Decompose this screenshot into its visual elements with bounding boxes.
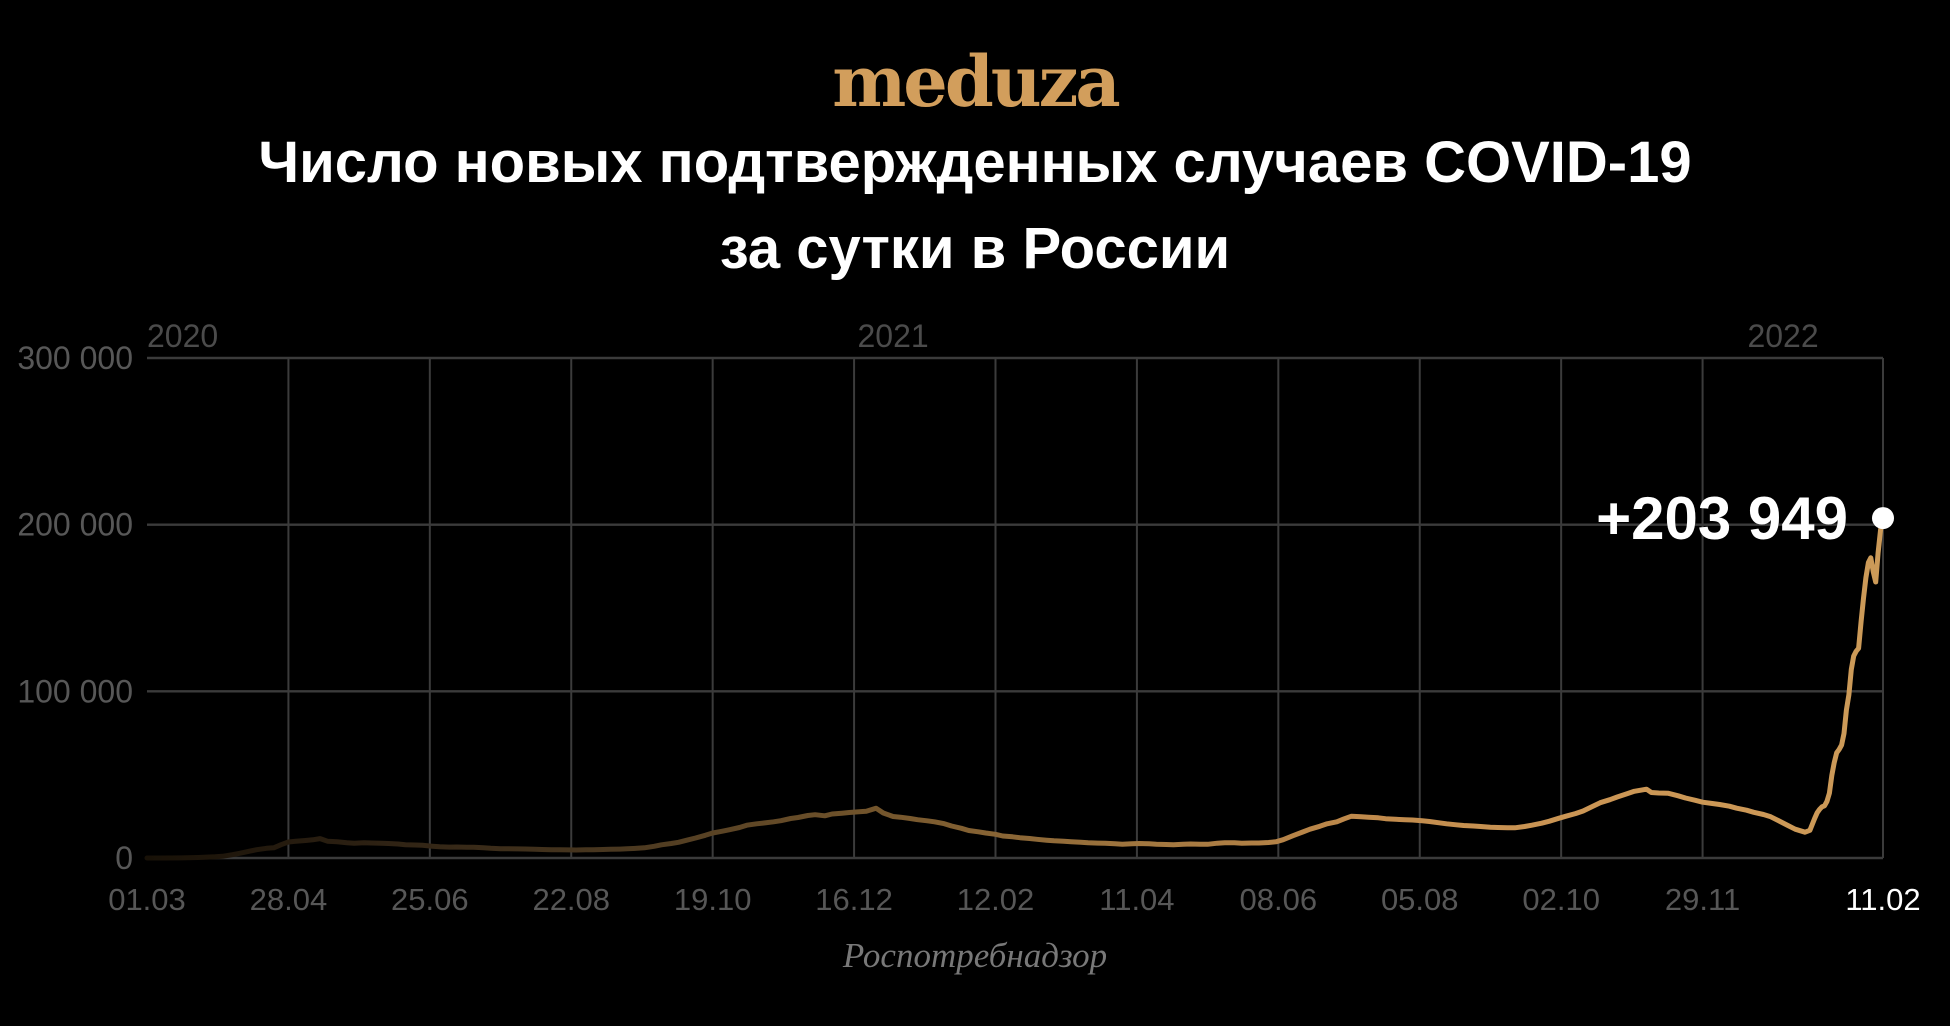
cases-line: [144, 515, 1886, 861]
x-tick-label: 29.11: [1665, 882, 1740, 917]
x-tick-label: 05.08: [1381, 882, 1459, 917]
year-label: 2021: [857, 318, 928, 354]
x-tick-label: 22.08: [532, 882, 610, 917]
year-label: 2020: [147, 318, 218, 354]
latest-value-annotation: +203 949: [1596, 485, 1848, 552]
x-tick-label: 11.04: [1099, 882, 1174, 917]
y-tick-label: 0: [115, 840, 133, 876]
y-tick-label: 300 000: [17, 340, 133, 376]
year-labels: 2020 2021 2022: [147, 318, 1819, 354]
meduza-logo: meduza: [832, 40, 1121, 123]
source-caption: Роспотребнадзор: [842, 936, 1108, 975]
x-tick-label: 01.03: [108, 882, 186, 917]
chart-title: Число новых подтвержденных случаев COVID…: [0, 120, 1950, 292]
vertical-gridlines: [287, 358, 1884, 858]
latest-point-dot: [1872, 507, 1894, 530]
y-tick-label: 200 000: [17, 507, 133, 543]
x-tick-label: 02.10: [1522, 882, 1600, 917]
x-tick-label: 28.04: [250, 882, 328, 917]
year-label: 2022: [1747, 318, 1818, 354]
x-tick-label: 16.12: [815, 882, 893, 917]
chart-title-line2: за сутки в России: [719, 216, 1231, 281]
x-tick-label: 11.02: [1845, 882, 1920, 917]
y-tick-label: 100 000: [17, 673, 133, 709]
x-tick-label: 12.02: [957, 882, 1035, 917]
horizontal-gridlines: [147, 356, 1883, 860]
x-tick-label: 19.10: [674, 882, 752, 917]
chart-title-line1: Число новых подтвержденных случаев COVID…: [258, 130, 1692, 195]
x-tick-label: 25.06: [391, 882, 469, 917]
y-axis-labels: 0 100 000 200 000 300 000: [17, 340, 133, 876]
x-axis-labels: 01.03 28.04 25.06 22.08 19.10 16.12 12.02 11.04…: [108, 882, 1920, 917]
x-tick-label: 08.06: [1240, 882, 1318, 917]
